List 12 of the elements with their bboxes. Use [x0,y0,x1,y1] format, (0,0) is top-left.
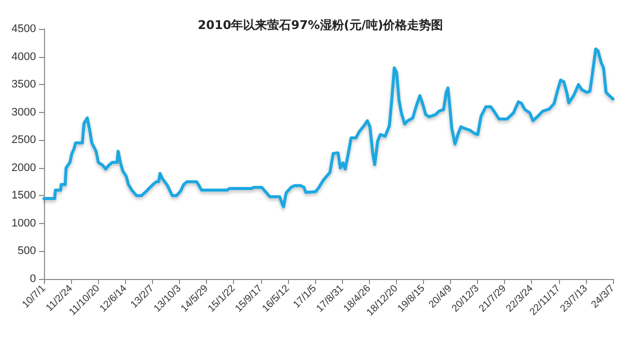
y-tick-label: 1000 [12,217,36,230]
y-tick-label: 0 [30,273,36,285]
y-tick-label: 3000 [12,106,36,118]
chart-title: 2010年以来萤石97%湿粉(元/吨)价格走势图 [198,18,444,32]
y-tick-label: 2500 [12,134,36,146]
y-tick-label: 3500 [12,78,36,91]
y-tick-label: 2000 [12,162,36,174]
y-tick-label: 4000 [12,50,36,63]
line-series [42,48,614,208]
y-tick-label: 4500 [12,23,36,35]
y-tick-label: 500 [18,245,36,258]
y-tick-label: 1500 [12,190,36,202]
